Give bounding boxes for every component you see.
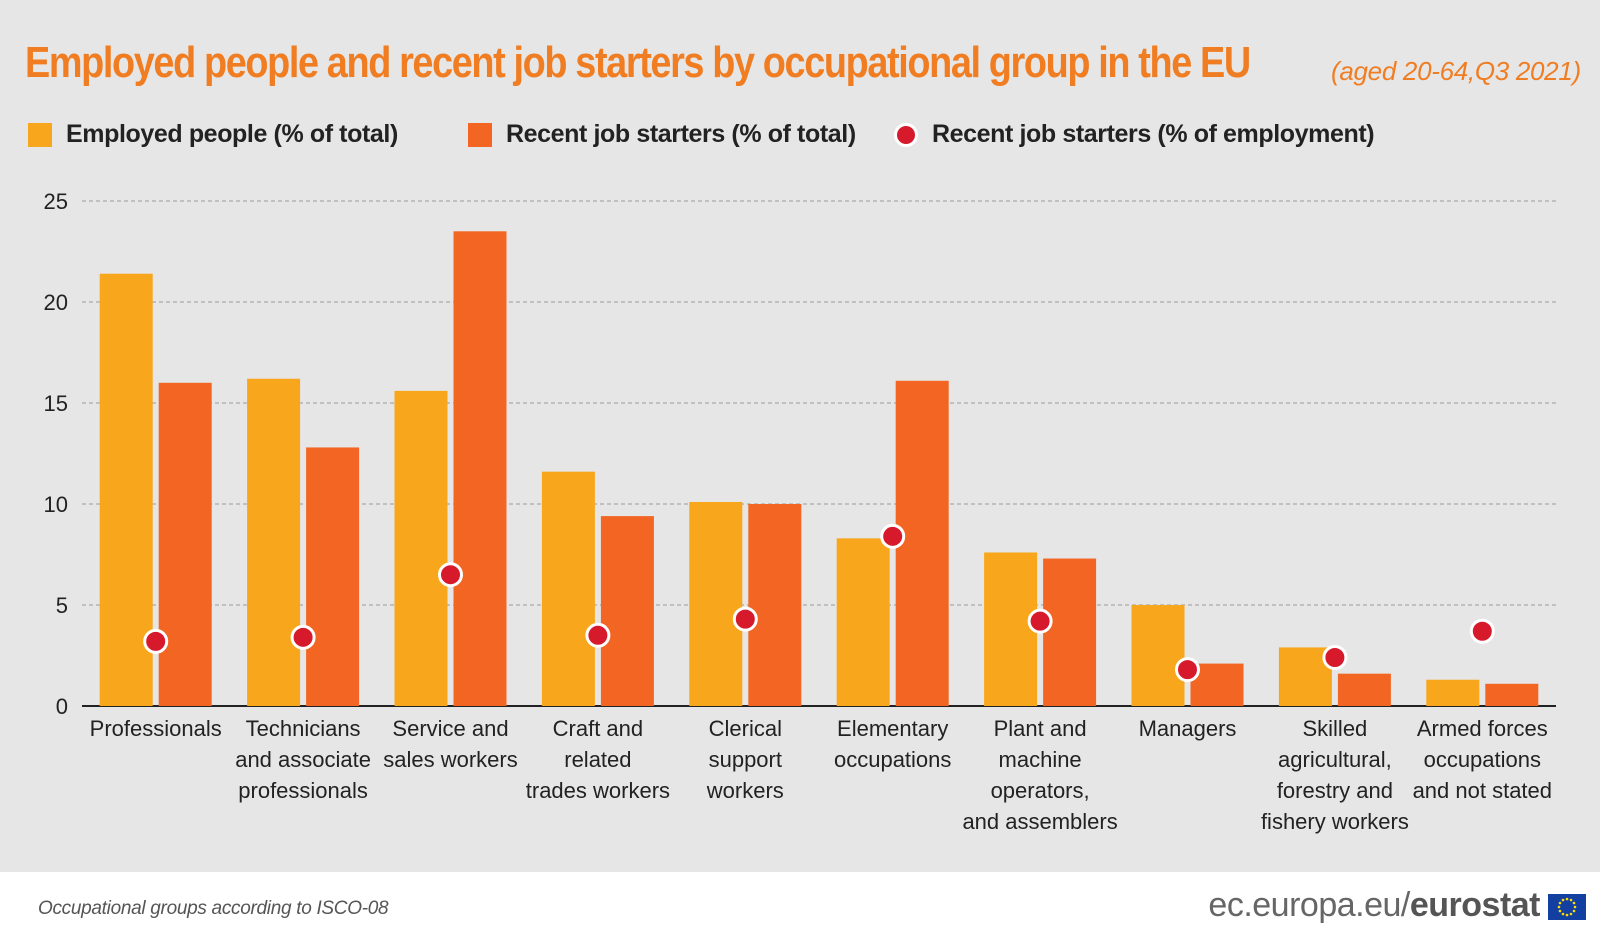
dot-starters-employment <box>438 562 463 588</box>
category-label-line: Armed forces <box>1417 716 1548 741</box>
category-label: Elementary occupations <box>834 716 951 772</box>
bar-employed <box>99 273 153 706</box>
bar-employed <box>689 501 743 706</box>
legend-swatch-starters-total <box>468 122 492 147</box>
dot-starters-employment <box>585 622 611 648</box>
bar-employed <box>1426 679 1480 706</box>
bar-starters-total <box>158 382 212 706</box>
bar-employed <box>984 552 1038 706</box>
legend-label-starters-employment: Recent job starters (% of employment) <box>932 120 1375 148</box>
title-row: Employed people and recent job starters … <box>25 38 1581 88</box>
category-label-line: and not stated <box>1413 778 1552 803</box>
category-label-line: sales workers <box>383 747 517 772</box>
category-label: Clerical support workers <box>706 716 784 803</box>
category-label-line: trades workers <box>526 778 670 803</box>
bar-employed <box>541 471 595 706</box>
category-label-line: occupations <box>1424 747 1541 772</box>
category-label-line: Technicians <box>246 716 361 741</box>
category-label-line: Managers <box>1139 716 1237 741</box>
category-label-line: fishery workers <box>1261 809 1409 834</box>
bar-starters-total <box>453 231 507 707</box>
category-label-line: Professionals <box>90 716 222 741</box>
bar-employed <box>1131 605 1185 706</box>
category-label: Professionals <box>90 716 222 741</box>
category-label-line: related <box>564 747 631 772</box>
legend: Employed people (% of total) Recent job … <box>28 120 1588 152</box>
bar-starters-total <box>600 516 654 706</box>
chart-title: Employed people and recent job starters … <box>25 38 1251 87</box>
category-label-line: and associate <box>235 747 371 772</box>
eu-flag-icon <box>1548 894 1586 920</box>
category-label: Managers <box>1139 716 1237 741</box>
legend-item-employed: Employed people (% of total) <box>28 120 398 149</box>
y-tick-label: 0 <box>56 694 68 719</box>
category-label-line: Plant and <box>994 716 1087 741</box>
bar-employed <box>836 538 890 706</box>
dot-starters-employment <box>732 606 758 632</box>
category-label: Armed forces occupations and not stated <box>1413 716 1552 803</box>
bar-starters-total <box>895 380 949 706</box>
dot-starters-employment <box>143 628 169 654</box>
y-tick-label: 20 <box>44 290 68 315</box>
dot-starters-employment <box>1322 645 1348 671</box>
y-tick-label: 15 <box>44 391 68 416</box>
dot-starters-employment <box>1469 618 1495 644</box>
category-label: Craft and related trades workers <box>526 716 670 803</box>
footer: Occupational groups according to ISCO-08… <box>0 872 1600 945</box>
y-tick-label: 10 <box>44 492 68 517</box>
category-label-line: Skilled <box>1302 716 1367 741</box>
bar-employed <box>394 390 448 706</box>
chart-subtitle: (aged 20-64,Q3 2021) <box>1331 56 1581 86</box>
category-label-line: agricultural, <box>1278 747 1392 772</box>
category-label-line: support <box>709 747 782 772</box>
eu-flag-stars <box>1557 897 1577 917</box>
category-label: Skilled agricultural, forestry and fishery … <box>1261 716 1409 834</box>
y-tick-label: 25 <box>44 189 68 214</box>
legend-label-starters-total: Recent job starters (% of total) <box>506 120 856 148</box>
dot-starters-employment <box>880 523 906 549</box>
dot-starters-employment <box>1175 657 1200 683</box>
category-label-line: Craft and <box>553 716 644 741</box>
brand-name: eurostat <box>1409 886 1541 924</box>
category-label: Plant and machine operators, and assemblers <box>962 716 1117 834</box>
brand-logo: ec.europa.eu/eurostat <box>1208 886 1540 925</box>
dot-starters-employment <box>1027 608 1053 634</box>
category-label-line: operators, <box>991 778 1090 803</box>
category-label-line: occupations <box>834 747 951 772</box>
legend-label-employed: Employed people (% of total) <box>66 120 398 148</box>
category-label-line: forestry and <box>1277 778 1393 803</box>
footer-note: Occupational groups according to ISCO-08 <box>38 898 389 919</box>
bar-starters-total <box>1337 673 1391 706</box>
category-label-line: Clerical <box>709 716 782 741</box>
category-label-line: machine <box>999 747 1082 772</box>
category-label: Technicians and associate professionals <box>235 716 371 803</box>
bar-starters-total <box>1043 558 1097 706</box>
bar-starters-total <box>748 504 802 706</box>
y-tick-label: 5 <box>56 593 68 618</box>
brand-domain: ec.europa.eu/ <box>1208 886 1410 924</box>
category-label-line: workers <box>706 778 784 803</box>
category-label-line: and assemblers <box>962 809 1117 834</box>
chart-plot: 0 5 10 15 20 25 Professionals Technicians and as… <box>44 189 1556 834</box>
dot-starters-employment <box>290 624 316 650</box>
category-label-line: Elementary <box>837 716 948 741</box>
bar-starters-total <box>306 447 360 706</box>
category-label-line: Service and <box>392 716 508 741</box>
bar-employed <box>247 378 301 706</box>
bar-starters-total <box>1485 683 1539 706</box>
category-label: Service and sales workers <box>383 716 517 772</box>
legend-item-starters-employment: Recent job starters (% of employment) <box>894 120 1375 149</box>
legend-dot-starters-employment <box>894 122 918 147</box>
category-label-line: professionals <box>238 778 368 803</box>
legend-item-starters-total: Recent job starters (% of total) <box>468 120 856 149</box>
legend-swatch-employed <box>28 122 52 147</box>
